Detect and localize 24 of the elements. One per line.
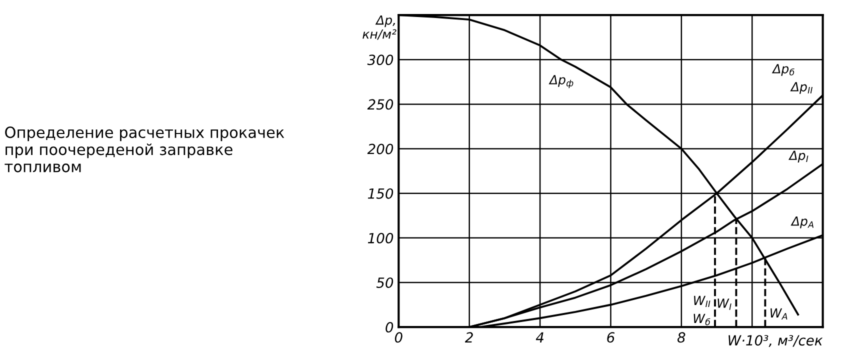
x-axis-title: W·10³, м³/сек (728, 335, 823, 348)
series-label: Δp$_{ф}$ (548, 75, 574, 88)
y-tick-label: 50 (376, 277, 394, 288)
series-label: W$_{I}$ (718, 298, 732, 310)
annotation: Δp$_{II}$ (790, 82, 812, 94)
series-label: Δp$_{I}$ (788, 150, 808, 163)
y-tick-label: 300 (367, 54, 394, 66)
text: Определение расчетных прокачек при поочереденой заправке топливом (4, 126, 284, 172)
x-tick-label: 6 (607, 332, 615, 343)
series-label: Δp$_{A}$ (790, 216, 814, 228)
y-axis-title: Δp, кн/м² (362, 15, 396, 40)
y-tick-label: 150 (368, 188, 394, 199)
y-tick-label: 100 (368, 232, 394, 244)
x-tick-label: 4 (536, 332, 544, 342)
y-tick-label: 250 (367, 99, 394, 110)
series-label: W$_{A}$ (770, 308, 788, 320)
y-tick-label: 0 (386, 322, 394, 333)
x-tick-label: 2 (464, 332, 473, 342)
x-tick-label: 8 (677, 332, 686, 343)
text: Δp$_{б}$ (772, 64, 794, 76)
y-tick-label: 200 (367, 144, 394, 154)
x-tick-label: 0 (394, 332, 402, 343)
series-label: W$_{II}$ (694, 296, 710, 308)
annotation: W$_{б}$ (694, 314, 710, 326)
